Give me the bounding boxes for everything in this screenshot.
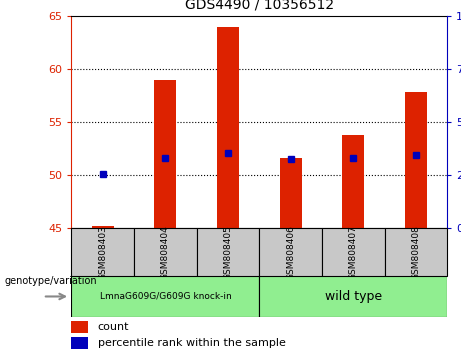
Text: GSM808406: GSM808406 xyxy=(286,225,295,280)
Text: percentile rank within the sample: percentile rank within the sample xyxy=(98,338,286,348)
Bar xyxy=(92,226,114,228)
Text: genotype/variation: genotype/variation xyxy=(5,275,97,286)
Bar xyxy=(280,158,301,228)
Text: GSM808407: GSM808407 xyxy=(349,225,358,280)
Bar xyxy=(71,276,259,317)
Text: GSM808404: GSM808404 xyxy=(161,225,170,280)
Text: LmnaG609G/G609G knock-in: LmnaG609G/G609G knock-in xyxy=(100,292,231,301)
Bar xyxy=(322,228,384,276)
Bar xyxy=(154,80,177,228)
Bar xyxy=(71,321,89,333)
Bar xyxy=(71,337,89,349)
Bar xyxy=(217,27,239,228)
Bar xyxy=(384,228,447,276)
Bar xyxy=(259,228,322,276)
Text: GSM808405: GSM808405 xyxy=(224,225,232,280)
Bar xyxy=(197,228,259,276)
Bar xyxy=(71,228,134,276)
Text: GSM808408: GSM808408 xyxy=(411,225,420,280)
Bar xyxy=(342,135,364,228)
Bar xyxy=(259,276,447,317)
Bar xyxy=(405,92,427,228)
Title: GDS4490 / 10356512: GDS4490 / 10356512 xyxy=(185,0,334,12)
Bar xyxy=(134,228,197,276)
Text: GSM808403: GSM808403 xyxy=(98,225,107,280)
Text: count: count xyxy=(98,322,129,332)
Text: wild type: wild type xyxy=(325,290,382,303)
